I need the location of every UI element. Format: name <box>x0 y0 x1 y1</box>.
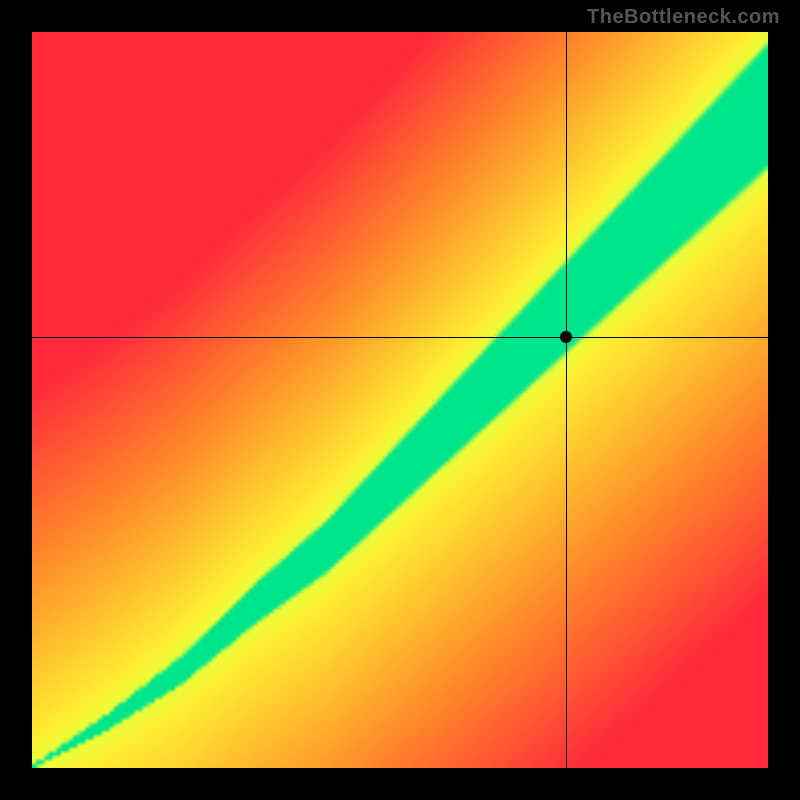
data-point-marker <box>560 331 572 343</box>
crosshair-horizontal <box>32 337 768 338</box>
crosshair-vertical <box>566 32 567 768</box>
plot-area <box>32 32 768 768</box>
watermark-text: TheBottleneck.com <box>587 6 780 29</box>
heatmap-canvas <box>32 32 768 768</box>
